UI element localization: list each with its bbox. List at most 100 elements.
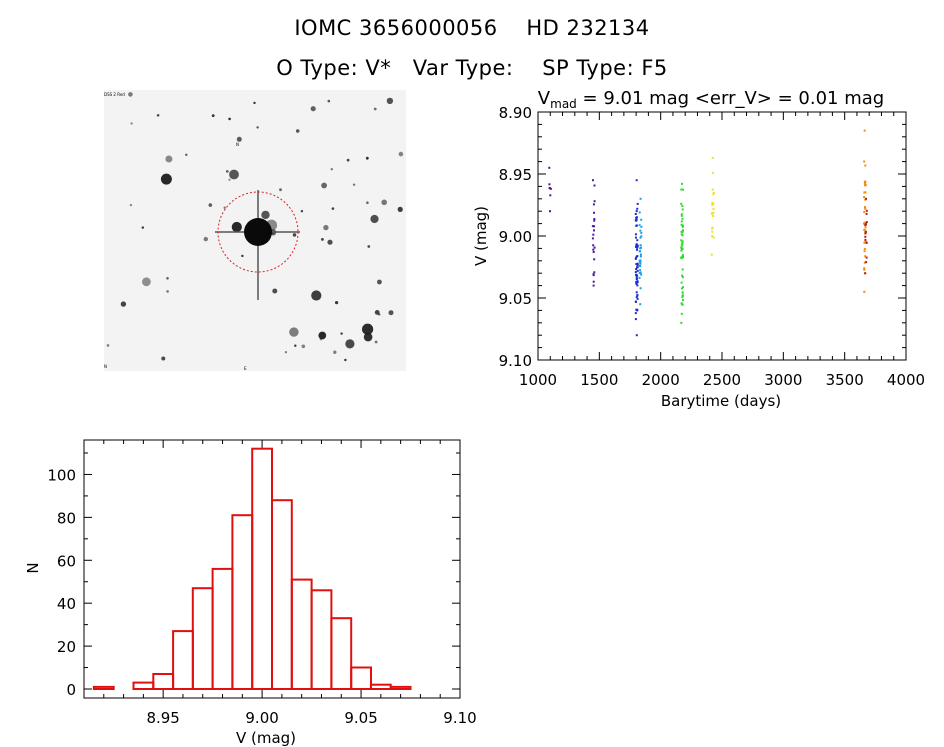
light-curve-point	[635, 283, 638, 285]
light-curve-point	[863, 160, 866, 163]
light-curve-point	[865, 221, 868, 224]
light-curve-point	[634, 257, 637, 260]
field-star	[333, 350, 337, 354]
light-curve-point	[864, 235, 867, 238]
light-curve-point	[592, 251, 595, 253]
light-curve-point	[681, 224, 684, 227]
light-curve-point	[680, 230, 683, 233]
light-curve-point	[593, 229, 595, 232]
star-field-image: DSS 2 Red N E N	[104, 90, 406, 371]
field-star	[229, 169, 239, 180]
light-curve-point	[638, 264, 641, 267]
field-star	[292, 233, 297, 237]
light-curve-point	[635, 255, 638, 258]
y-tick-label: 80	[57, 509, 76, 527]
light-curve-title: Vmad = 9.01 mag <err_V> = 0.01 mag	[538, 88, 884, 111]
light-curve-point	[635, 236, 637, 239]
light-curve-point	[681, 240, 684, 243]
light-curve-point	[864, 191, 867, 194]
field-star	[295, 129, 300, 133]
field-star	[284, 351, 288, 354]
field-star	[211, 114, 215, 117]
light-curve-point	[639, 253, 642, 256]
light-curve-point	[639, 303, 642, 306]
light-curve-point	[636, 294, 639, 297]
field-star	[327, 99, 331, 103]
light-curve-point	[680, 287, 683, 290]
x-tick-label: 2000	[642, 371, 680, 389]
light-curve-point	[681, 225, 684, 228]
light-curve-point	[680, 244, 683, 247]
light-curve-point	[681, 217, 684, 220]
y-tick-label: 8.90	[499, 104, 532, 122]
x-tick-label: 3000	[764, 371, 802, 389]
light-curve-point	[636, 239, 639, 242]
field-star	[374, 310, 380, 315]
field-star	[156, 114, 160, 117]
light-curve-point	[640, 246, 642, 249]
light-curve-point	[863, 221, 866, 224]
field-star	[160, 173, 172, 185]
light-curve-point	[864, 231, 867, 233]
light-curve-point	[635, 263, 638, 265]
image-label-bottom-left: N	[104, 364, 107, 369]
light-curve-point	[682, 286, 684, 289]
light-curve-point	[634, 271, 637, 274]
light-curve-point	[638, 250, 641, 253]
light-curve-point	[639, 287, 642, 290]
light-curve-point	[638, 224, 641, 227]
light-curve-point	[863, 228, 866, 231]
histogram-bar	[172, 630, 194, 690]
histogram-bar	[191, 587, 214, 691]
light-curve-point	[863, 250, 866, 253]
light-curve-point	[639, 197, 642, 200]
target-circle	[217, 191, 299, 273]
field-star	[352, 183, 356, 186]
histogram-chart: 8.95 9.00 9.05 9.10 0 20 40 60 80 100 V (mag) N	[24, 439, 477, 747]
light-curve-point	[640, 231, 643, 234]
light-curve-title-prefix: V	[538, 88, 551, 109]
light-curve-point	[680, 214, 683, 217]
light-curve-point	[864, 226, 867, 229]
light-curve-point	[864, 207, 867, 210]
light-curve-point	[639, 261, 641, 264]
light-curve-point	[635, 256, 637, 259]
light-curve-point	[865, 261, 868, 264]
light-curve-point	[863, 261, 866, 264]
field-star	[330, 168, 333, 171]
light-curve-point	[592, 233, 595, 236]
field-star	[128, 92, 133, 97]
light-curve-point	[635, 179, 638, 182]
light-curve-point	[640, 273, 643, 276]
field-star	[365, 156, 369, 160]
light-curve-point	[639, 236, 642, 239]
field-star	[366, 201, 369, 204]
image-label-top-left: DSS 2 Red	[104, 92, 125, 97]
light-curve-point	[592, 284, 595, 287]
light-curve-point	[548, 183, 551, 186]
light-curve-point	[549, 187, 552, 190]
y-tick-label: 100	[47, 466, 76, 484]
light-curve-chart: Vmad = 9.01 mag <err_V> = 0.01 mag 1000 1…	[472, 88, 925, 410]
field-star	[367, 245, 371, 248]
light-curve-point	[681, 296, 684, 299]
histogram-bar	[152, 673, 175, 690]
light-curve-point	[711, 156, 714, 159]
light-curve-point	[593, 200, 596, 203]
light-curve-point	[636, 269, 639, 272]
field-star	[323, 224, 329, 231]
light-curve-point	[592, 203, 595, 206]
main-title: IOMC 3656000056 HD 232134	[294, 16, 650, 40]
light-curve-point	[635, 274, 638, 277]
light-curve-point	[680, 213, 683, 216]
y-tick-label: 9.10	[499, 352, 532, 370]
light-curve-point	[863, 182, 866, 185]
light-curve-point	[681, 294, 684, 297]
light-curve-point	[863, 247, 866, 250]
light-curve-frame	[537, 111, 907, 361]
light-curve-point	[593, 219, 596, 222]
histogram-ylabel: N	[24, 562, 42, 573]
field-star	[310, 106, 316, 112]
light-curve-point	[681, 204, 684, 207]
light-curve-point	[711, 230, 714, 233]
